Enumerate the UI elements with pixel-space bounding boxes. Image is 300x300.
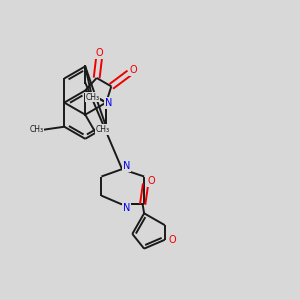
Text: N: N — [105, 98, 113, 108]
Text: O: O — [95, 48, 103, 58]
Text: N: N — [123, 160, 130, 171]
Text: O: O — [130, 65, 137, 75]
Text: CH₃: CH₃ — [85, 92, 100, 101]
Text: CH₃: CH₃ — [96, 125, 110, 134]
Text: O: O — [168, 235, 176, 245]
Text: O: O — [148, 176, 155, 186]
Text: N: N — [123, 203, 130, 213]
Text: CH₃: CH₃ — [29, 125, 44, 134]
